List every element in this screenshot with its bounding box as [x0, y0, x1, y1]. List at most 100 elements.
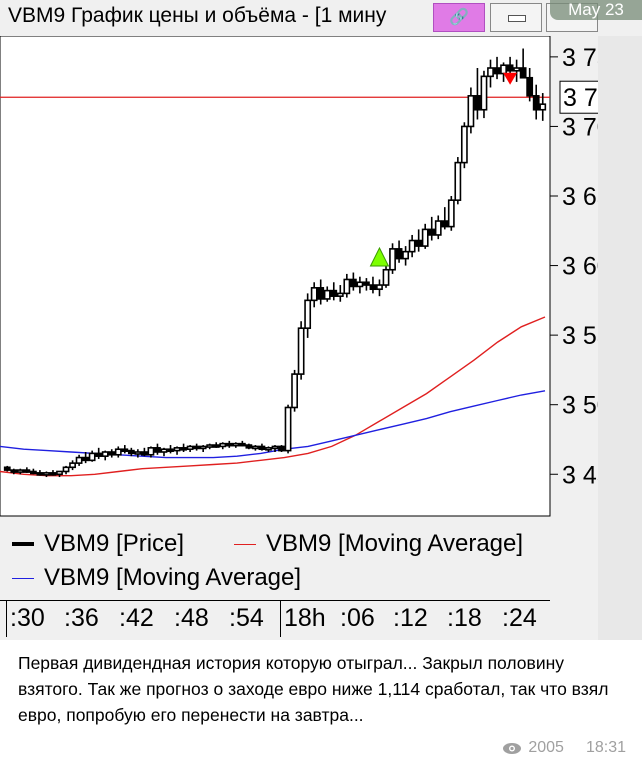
x-tick-label: :24 [502, 604, 537, 632]
candle [519, 48, 527, 79]
candle [193, 443, 201, 451]
candle [16, 468, 24, 475]
x-tick-label: :54 [229, 604, 264, 632]
candle-body [140, 451, 148, 456]
candle [460, 122, 468, 169]
candle [56, 470, 63, 478]
candle [349, 272, 357, 291]
candle-body [245, 444, 253, 449]
candle [487, 59, 494, 88]
y-tick-label: 3 650 [562, 183, 598, 211]
candle-body [376, 284, 383, 291]
candle-body [23, 469, 31, 473]
candle-body [363, 281, 370, 286]
window-title: VBM9 График цены и объёма - [1 мину [8, 4, 387, 27]
candle-body [154, 447, 161, 453]
candle [441, 207, 449, 230]
candle-body [186, 445, 194, 451]
candle [206, 443, 214, 450]
candle-body [69, 462, 76, 469]
candle [395, 240, 403, 263]
link-icon[interactable]: 🔗 [433, 3, 485, 32]
candle [513, 59, 521, 82]
candle [108, 449, 116, 458]
candle-body [127, 449, 135, 455]
message-text: Первая дивидендная история которую отыгр… [18, 653, 609, 725]
candle [186, 445, 194, 452]
candle-body [343, 278, 351, 295]
x-tick-label: :06 [340, 604, 375, 632]
candle-body [265, 447, 272, 451]
candle [49, 470, 57, 476]
candle-body [147, 447, 155, 456]
date-badge: May 23 [550, 0, 642, 20]
candle [291, 369, 298, 412]
candle-body [349, 278, 357, 288]
plot-area [0, 36, 551, 517]
candle [467, 87, 475, 134]
candle-body [382, 268, 390, 286]
candle [493, 56, 501, 80]
candle-body [75, 456, 83, 464]
window-border [598, 36, 642, 640]
y-tick-label: 3 700 [562, 113, 598, 141]
candle [310, 282, 318, 308]
legend-label-price: VBM9 [Price] [44, 530, 185, 557]
candle [539, 93, 547, 121]
candle-body [278, 445, 285, 452]
candle [69, 460, 76, 471]
current-price-label: 3 721 [563, 84, 598, 112]
candle [10, 468, 18, 475]
candle-body [526, 76, 534, 97]
time-axis: :30 :36 :42 :48 :54 18h :06 :12 :18 :24 [0, 600, 550, 640]
candle-body [134, 451, 142, 455]
candle [343, 273, 351, 298]
candle [43, 471, 50, 478]
candle-body [310, 287, 318, 302]
candle-body [480, 75, 488, 111]
candle-body [108, 451, 116, 456]
sell-marker [503, 72, 518, 85]
candle-body [16, 469, 24, 473]
candle-body [447, 199, 455, 228]
legend-swatch-ma-blue [12, 577, 34, 579]
candle-body [441, 220, 449, 228]
minimize-icon [508, 15, 526, 22]
view-count: 2005 [528, 739, 564, 756]
candle [389, 243, 396, 274]
candle [88, 450, 96, 462]
candle [304, 293, 312, 338]
candle-body [330, 289, 338, 297]
candle [447, 196, 455, 231]
y-tick-label: 3 750 [562, 44, 598, 72]
candle [271, 445, 279, 452]
candle-body [428, 228, 436, 236]
candle [212, 442, 220, 448]
x-tick-label: 18h [284, 604, 326, 632]
legend-item-ma-blue: VBM9 [Moving Average] [12, 564, 301, 592]
candle-body [29, 470, 37, 475]
candle [134, 449, 142, 458]
candle-body [389, 248, 396, 271]
candle [219, 442, 227, 450]
candle-body [474, 95, 481, 111]
candle-body [454, 161, 462, 201]
candle-body [56, 470, 63, 476]
candle-body [356, 281, 364, 288]
candle [114, 446, 122, 458]
candle [369, 276, 377, 294]
candle [199, 445, 207, 452]
candle-body [336, 292, 344, 297]
candle-body [180, 447, 187, 451]
candle [402, 246, 410, 266]
candle-body [258, 445, 266, 451]
legend-swatch-ma-red [234, 543, 256, 545]
candle-body [160, 448, 168, 453]
candle [434, 215, 442, 240]
candle [140, 447, 148, 457]
candle [180, 443, 187, 452]
candle [376, 279, 383, 297]
minimize-button[interactable] [490, 3, 542, 32]
candle [245, 443, 253, 450]
y-tick-label: 3 600 [562, 253, 598, 281]
